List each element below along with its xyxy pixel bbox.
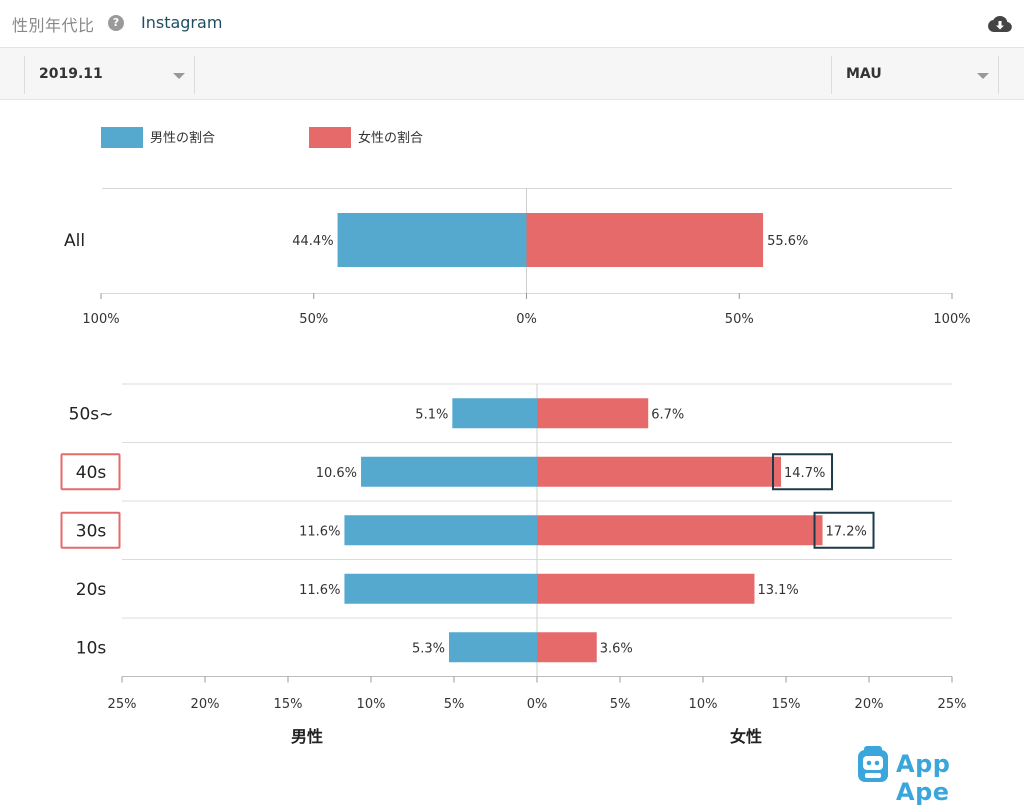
tick-label: 10% bbox=[689, 697, 718, 712]
app-name-link[interactable]: Instagram bbox=[141, 13, 223, 32]
cloud-download-icon[interactable] bbox=[988, 14, 1012, 34]
tick-label: 20% bbox=[191, 697, 220, 712]
tick-label: 50% bbox=[725, 312, 754, 327]
value-label-male: 10.6% bbox=[316, 466, 357, 481]
period-select-value: 2019.11 bbox=[39, 66, 103, 82]
value-highlight-box bbox=[813, 511, 875, 549]
bar-male bbox=[344, 573, 537, 604]
value-label-male: 11.6% bbox=[299, 583, 340, 598]
metric-select-value: MAU bbox=[846, 66, 882, 82]
value-label-female: 55.6% bbox=[767, 234, 808, 249]
metric-select[interactable]: MAU bbox=[832, 56, 998, 94]
app-ape-logo-icon bbox=[858, 746, 888, 782]
bar-female bbox=[537, 515, 823, 546]
app-ape-brand: App Ape bbox=[856, 746, 1001, 806]
chevron-down-icon bbox=[173, 73, 185, 79]
value-label-male: 11.6% bbox=[299, 524, 340, 539]
tick-label: 100% bbox=[933, 312, 970, 327]
category-highlight-box bbox=[60, 453, 121, 491]
value-label-female: 3.6% bbox=[600, 641, 633, 656]
tick-label: 5% bbox=[444, 697, 465, 712]
value-highlight-box bbox=[772, 453, 834, 491]
category-label: 10s bbox=[76, 638, 107, 658]
tick-label: 100% bbox=[82, 312, 119, 327]
bar-female bbox=[537, 573, 755, 604]
tick-label: 15% bbox=[772, 697, 801, 712]
legend-label-female: 女性の割合 bbox=[358, 130, 423, 146]
bar-female bbox=[537, 398, 649, 429]
category-label-all: All bbox=[64, 231, 85, 251]
tick-label: 50% bbox=[299, 312, 328, 327]
tick-label: 0% bbox=[516, 312, 537, 327]
separator bbox=[194, 56, 195, 94]
value-label-female: 17.2% bbox=[826, 524, 867, 539]
category-label: 20s bbox=[76, 580, 107, 600]
bar-male bbox=[452, 398, 537, 429]
value-label-female: 13.1% bbox=[757, 583, 798, 598]
tick-label: 25% bbox=[108, 697, 137, 712]
bar-male-all bbox=[337, 213, 527, 267]
x-axis-title-male: 男性 bbox=[291, 727, 323, 745]
category-label: 30s bbox=[76, 521, 107, 541]
category-highlight-box bbox=[60, 511, 121, 549]
separator bbox=[831, 56, 832, 94]
top-bar: 性別年代比 ? Instagram bbox=[0, 0, 1024, 48]
value-label-female: 14.7% bbox=[784, 466, 825, 481]
tick-label: 5% bbox=[610, 697, 631, 712]
tick-label: 10% bbox=[357, 697, 386, 712]
legend-swatch-female bbox=[309, 127, 351, 148]
tick-label: 0% bbox=[527, 697, 548, 712]
legend-label-male: 男性の割合 bbox=[150, 130, 215, 146]
legend-swatch-male bbox=[101, 127, 143, 148]
category-label: 40s bbox=[76, 463, 107, 483]
separator bbox=[998, 56, 999, 94]
period-select[interactable]: 2019.11 bbox=[25, 56, 193, 94]
tick-label: 25% bbox=[938, 697, 967, 712]
brand-name: App Ape bbox=[896, 750, 951, 806]
question-circle-icon[interactable]: ? bbox=[108, 15, 124, 31]
value-label-male: 44.4% bbox=[292, 234, 333, 249]
value-label-female: 6.7% bbox=[651, 407, 684, 422]
gender-age-chart: 男性の割合 女性の割合 100% 50% 0% 50% 100% All 44.4% 55.6% 2… bbox=[60, 127, 971, 745]
separator bbox=[24, 56, 25, 94]
value-label-male: 5.1% bbox=[415, 407, 448, 422]
chevron-down-icon bbox=[977, 73, 989, 79]
page-title: 性別年代比 bbox=[12, 16, 95, 35]
tick-label: 20% bbox=[855, 697, 884, 712]
category-label: 50s~ bbox=[69, 404, 114, 424]
bar-female bbox=[537, 632, 597, 663]
bar-male bbox=[344, 515, 537, 546]
bar-male bbox=[361, 456, 537, 487]
filter-bar: 2019.11 MAU bbox=[0, 48, 1024, 100]
bar-female bbox=[537, 456, 782, 487]
tick-label: 15% bbox=[274, 697, 303, 712]
value-label-male: 5.3% bbox=[412, 641, 445, 656]
bar-male bbox=[449, 632, 537, 663]
x-axis-title-female: 女性 bbox=[730, 727, 762, 745]
bar-female-all bbox=[526, 213, 764, 267]
